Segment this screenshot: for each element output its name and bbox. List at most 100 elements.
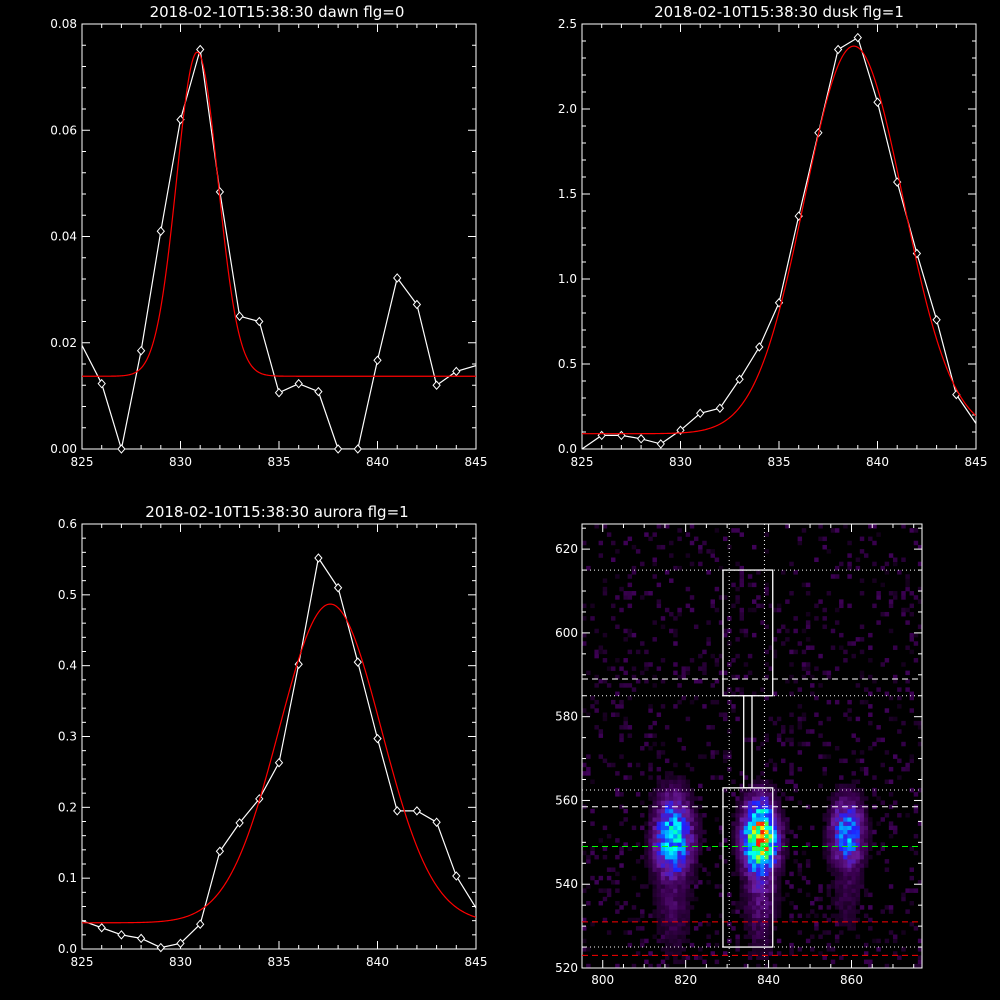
heatmap-cell xyxy=(673,787,678,793)
heatmap-cell xyxy=(855,821,861,826)
heatmap-cell xyxy=(760,771,765,776)
heatmap-cell xyxy=(876,725,881,730)
heatmap-cell xyxy=(681,833,686,839)
heatmap-cell xyxy=(772,909,778,914)
heatmap-cell xyxy=(681,871,686,877)
heatmap-cell xyxy=(752,880,757,885)
heatmap-cell xyxy=(656,875,662,881)
heatmap-cell xyxy=(859,578,865,583)
heatmap-cell xyxy=(797,800,803,805)
heatmap-cell xyxy=(752,913,757,919)
heatmap-cell xyxy=(689,854,695,860)
heatmap-cell xyxy=(669,942,674,948)
heatmap-cell xyxy=(847,553,852,558)
heatmap-cell xyxy=(847,888,852,893)
heatmap-cell xyxy=(797,863,803,868)
heatmap-cell xyxy=(681,842,686,847)
heatmap-cell xyxy=(718,829,724,835)
heatmap-cell xyxy=(727,687,732,692)
heatmap-cell xyxy=(752,930,757,935)
heatmap-cell xyxy=(648,863,653,868)
heatmap-cell xyxy=(863,817,869,822)
heatmap-cell xyxy=(747,871,753,877)
heatmap-cell xyxy=(776,871,782,877)
heatmap-cell xyxy=(735,905,740,910)
heatmap-cell xyxy=(673,800,678,805)
heatmap-cell xyxy=(673,825,678,831)
heatmap-cell xyxy=(847,804,852,810)
heatmap-cell xyxy=(752,863,757,868)
heatmap-cell xyxy=(888,603,894,609)
heatmap-cell xyxy=(901,611,906,617)
heatmap-cell xyxy=(656,838,662,843)
heatmap-cell xyxy=(656,524,662,529)
heatmap-cell xyxy=(714,775,720,780)
heatmap-cell xyxy=(735,653,740,659)
heatmap-cell xyxy=(847,913,852,919)
heatmap-cell xyxy=(752,921,757,927)
heatmap-cell xyxy=(689,817,695,822)
heatmap-cell xyxy=(664,926,670,931)
heatmap-cell xyxy=(685,670,691,676)
heatmap-cell xyxy=(839,817,844,822)
heatmap-cell xyxy=(781,624,786,630)
heatmap-cell xyxy=(606,833,612,839)
heatmap-cell xyxy=(826,804,832,810)
heatmap-cell xyxy=(839,846,844,852)
heatmap-cell xyxy=(752,779,757,784)
heatmap-cell xyxy=(656,926,662,931)
spectrogram-y-tick-label: 560 xyxy=(555,793,578,807)
heatmap-cell xyxy=(834,917,840,923)
heatmap-cell xyxy=(615,658,620,663)
heatmap-cell xyxy=(664,775,670,780)
heatmap-cell xyxy=(876,850,881,856)
heatmap-cell xyxy=(739,783,745,789)
heatmap-cell xyxy=(764,913,769,919)
heatmap-cell xyxy=(797,720,803,726)
heatmap-cell xyxy=(768,783,774,789)
dawn-data-point xyxy=(373,355,382,366)
heatmap-cell xyxy=(868,712,873,717)
heatmap-cell xyxy=(781,871,786,877)
heatmap-cell xyxy=(722,536,728,542)
heatmap-cell xyxy=(669,553,674,558)
aurora-x-tick-label: 845 xyxy=(465,955,488,969)
heatmap-cell xyxy=(677,909,682,914)
heatmap-cell xyxy=(685,854,691,860)
heatmap-cell xyxy=(834,905,840,910)
heatmap-cell xyxy=(623,808,628,814)
heatmap-cell xyxy=(598,553,604,558)
heatmap-cell xyxy=(718,825,724,831)
heatmap-cell xyxy=(863,771,869,776)
heatmap-cell xyxy=(731,658,736,663)
heatmap-cell xyxy=(731,792,736,797)
heatmap-cell xyxy=(859,699,865,705)
heatmap-cell xyxy=(664,888,670,893)
heatmap-cell xyxy=(847,716,852,722)
heatmap-cell xyxy=(834,699,840,705)
heatmap-cell xyxy=(644,959,649,965)
heatmap-cell xyxy=(913,792,919,797)
heatmap-cell xyxy=(801,649,807,655)
heatmap-cell xyxy=(739,800,745,805)
heatmap-cell xyxy=(752,900,757,906)
heatmap-cell xyxy=(830,796,836,801)
heatmap-cell xyxy=(909,758,915,764)
heatmap-cell xyxy=(669,813,674,818)
heatmap-cell xyxy=(743,913,749,919)
heatmap-cell xyxy=(673,817,678,822)
heatmap-cell xyxy=(760,813,765,818)
heatmap-cell xyxy=(822,741,827,747)
heatmap-cell xyxy=(681,900,686,906)
heatmap-cell xyxy=(739,691,745,697)
dawn-y-tick-label: 0.02 xyxy=(50,336,77,350)
heatmap-cell xyxy=(660,616,666,621)
spectrogram-y-tick-label: 540 xyxy=(555,877,578,891)
heatmap-cell xyxy=(839,603,844,609)
heatmap-cell xyxy=(834,620,840,625)
heatmap-cell xyxy=(805,842,811,847)
heatmap-cell xyxy=(635,859,641,864)
heatmap-cell xyxy=(594,725,599,730)
dawn-data-point xyxy=(393,273,402,283)
heatmap-cell xyxy=(664,813,670,818)
